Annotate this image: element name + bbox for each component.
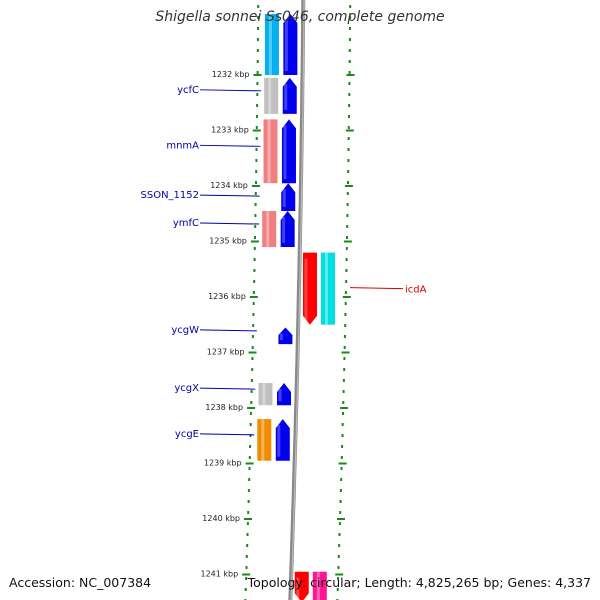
cog-lane [257, 14, 335, 600]
gene-ycge[interactable] [275, 419, 290, 461]
gene-labels: ycfC mnmA SSON_1152 ymfC icdA ycgW ycgX ycgE [141, 85, 427, 440]
outer-tick-1233 [345, 129, 354, 132]
cds-arrow-ycfc[interactable] [282, 77, 297, 114]
cds-arrow-ycge[interactable] [275, 419, 290, 461]
scale-tick-1233 [252, 129, 261, 132]
scale-label-1241: 1241 kbp [200, 570, 238, 579]
outer-tick-rail [336, 5, 352, 600]
scale-tick-1238 [247, 407, 256, 409]
cds-arrow-ycgw[interactable] [278, 327, 293, 345]
cog-block-unnamed-0[interactable] [264, 14, 279, 75]
cds-arrow-ymfc[interactable] [280, 210, 295, 248]
gene-label-ycgw[interactable]: ycgW [171, 325, 199, 336]
cog-block-ycge[interactable] [257, 419, 272, 461]
scale-tick-1237 [248, 351, 257, 354]
scale-tick-1239 [245, 462, 254, 465]
label-sson-1152: SSON_1152 [141, 190, 260, 201]
gene-label-icda[interactable]: icdA [405, 285, 427, 296]
gene-icda[interactable] [302, 252, 317, 325]
scale-label-1235: 1235 kbp [209, 237, 247, 246]
gene-ymfc[interactable] [280, 210, 295, 248]
map-title: Shigella sonnei Ss046, complete genome [155, 9, 445, 25]
cog-block-ymfc[interactable] [262, 211, 277, 248]
gene-label-mnma[interactable]: mnmA [166, 140, 199, 151]
cds-lane [275, 13, 317, 600]
cds-arrow-mnma[interactable] [281, 119, 296, 184]
inner-tick-rail [244, 5, 260, 600]
gene-label-ycfc[interactable]: ycfC [177, 85, 199, 96]
scale-ticks: 1232 kbp 1233 kbp 1234 kbp 1235 kbp 1236 kbp… [200, 70, 355, 579]
scale-tick-1232 [253, 74, 262, 76]
scale-label-1233: 1233 kbp [211, 126, 249, 135]
scale-label-1234: 1234 kbp [210, 181, 248, 190]
label-ycgw: ycgW [171, 325, 257, 336]
gene-ycfc[interactable] [282, 77, 297, 114]
outer-tick-1236 [342, 296, 351, 298]
scale-tick-1241 [242, 573, 251, 576]
label-ycgx: ycgX [174, 383, 256, 394]
accession-text: Accession: NC_007384 [9, 575, 152, 590]
cog-block-icda[interactable] [321, 252, 335, 325]
cog-block-ycgx[interactable] [258, 383, 273, 406]
label-ycge: ycgE [175, 429, 255, 440]
scale-label-1238: 1238 kbp [205, 403, 243, 412]
cog-block-mnma[interactable] [263, 119, 278, 184]
scale-tick-1234 [251, 185, 260, 187]
scale-label-1237: 1237 kbp [207, 348, 245, 357]
scale-tick-1235 [250, 240, 259, 243]
outer-tick-1241 [335, 573, 344, 576]
gene-sson-1152[interactable] [281, 183, 296, 211]
outer-tick-1240 [337, 518, 345, 520]
topology-text: Topology: circular; Length: 4,825,265 bp… [247, 575, 591, 590]
gene-label-ycgx[interactable]: ycgX [174, 383, 199, 394]
cog-block-unnamed-9[interactable] [312, 571, 327, 600]
outer-tick-1232 [346, 74, 355, 76]
gene-mnma[interactable] [281, 119, 296, 184]
label-ymfc: ymfC [173, 218, 260, 229]
outer-tick-1239 [338, 462, 347, 465]
cds-arrow-icda[interactable] [302, 252, 317, 325]
scale-tick-1236 [249, 296, 258, 298]
gene-label-ymfc[interactable]: ymfC [173, 218, 199, 229]
gene-label-ycge[interactable]: ycgE [175, 429, 199, 440]
scale-label-1239: 1239 kbp [204, 459, 242, 468]
gene-unnamed-9[interactable] [294, 571, 309, 600]
outer-tick-1235 [343, 240, 352, 243]
cog-block-ycfc[interactable] [264, 77, 279, 114]
cds-arrow-unnamed-9[interactable] [294, 571, 309, 600]
gene-ycgw[interactable] [278, 327, 293, 345]
gene-label-sson-1152[interactable]: SSON_1152 [141, 190, 200, 201]
label-icda: icdA [349, 285, 427, 296]
scale-tick-1240 [244, 518, 252, 520]
scale-label-1236: 1236 kbp [208, 292, 246, 301]
cds-arrow-ycgx[interactable] [277, 383, 292, 406]
scale-label-1240: 1240 kbp [202, 514, 240, 523]
scale-label-1232: 1232 kbp [212, 70, 250, 79]
gene-unnamed-0[interactable] [283, 13, 298, 75]
outer-tick-1237 [341, 351, 350, 354]
outer-tick-1238 [340, 407, 349, 409]
gene-ycgx[interactable] [277, 383, 292, 406]
backbone-line [288, 0, 306, 600]
backbone [288, 0, 306, 600]
cds-arrow-sson-1152[interactable] [281, 183, 296, 211]
label-mnma: mnmA [166, 140, 261, 151]
outer-tick-1234 [344, 185, 353, 187]
label-ycfc: ycfC [177, 85, 262, 96]
cds-arrow-unnamed-0[interactable] [283, 13, 298, 75]
